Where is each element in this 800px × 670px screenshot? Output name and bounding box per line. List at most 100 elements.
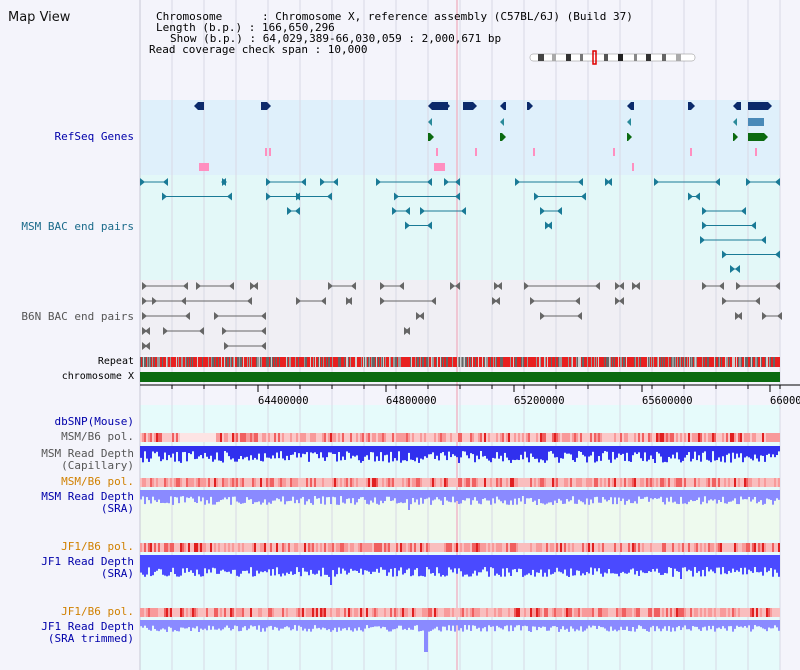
msm-pol2-heat [562, 478, 564, 487]
jf1-trimmed-depth-bar [374, 620, 376, 627]
bac-end [715, 178, 720, 186]
repeat-segment [584, 357, 585, 367]
label-dbsnp[interactable]: dbSNP(Mouse) [54, 415, 134, 428]
jf1-sra-depth-bar [460, 555, 462, 572]
jf1-trimmed-depth-bar [458, 620, 460, 631]
msm-pol2-heat [748, 478, 750, 487]
label-jf1-depth[interactable]: JF1 Read Depth [41, 555, 134, 568]
bac-end [163, 327, 168, 335]
repeat-segment [312, 357, 313, 367]
gene-feature [748, 102, 766, 110]
msm-pol-heat [510, 433, 512, 442]
msm-capillary-depth-bar [450, 446, 452, 458]
jf1-trimmed-depth-bar [174, 620, 176, 631]
msm-sra-depth-bar [374, 490, 376, 498]
repeat-segment [733, 357, 734, 367]
jf1-pol-heat [374, 543, 376, 552]
label-jf1-pol-2[interactable]: JF1/B6 pol. [61, 605, 134, 618]
msm-capillary-depth-bar [236, 446, 238, 462]
msm-pol-heat [584, 433, 586, 442]
msm-pol-heat [152, 433, 154, 442]
jf1-sra-depth-bar [152, 555, 154, 576]
gene-feature [261, 102, 271, 110]
msm-capillary-depth-bar [280, 446, 282, 452]
track-label-refseq[interactable]: RefSeq Genes [54, 130, 134, 143]
msm-pol-heat [286, 433, 288, 442]
repeat-segment [476, 357, 477, 367]
msm-pol2-heat [506, 478, 508, 487]
jf1-sra-depth-bar [298, 555, 300, 572]
msm-sra-depth-bar [764, 490, 766, 504]
msm-pol-heat [460, 433, 462, 442]
msm-pol2-heat [186, 478, 188, 487]
jf1-sra-depth-bar [586, 555, 588, 573]
repeat-segment [399, 357, 400, 367]
label-jf1-pol[interactable]: JF1/B6 pol. [61, 540, 134, 553]
jf1-trimmed-depth-bar [292, 620, 294, 630]
msm-capillary-depth-bar [224, 446, 226, 452]
track-label-b6n-bac[interactable]: B6N BAC end pairs [21, 310, 134, 323]
msm-capillary-depth-bar [482, 446, 484, 457]
jf1-pol-heat [656, 543, 658, 552]
msm-pol-heat [524, 433, 526, 442]
jf1-trimmed-depth-bar [322, 620, 324, 628]
msm-capillary-depth-bar [372, 446, 374, 453]
jf1-trimmed-depth-bar [324, 620, 326, 629]
jf1-pol2-heat [718, 608, 720, 617]
jf1-pol-heat [358, 543, 360, 552]
msm-pol-heat [620, 433, 622, 442]
jf1-sra-depth-bar [176, 555, 178, 577]
msm-pol2-heat [390, 478, 392, 487]
msm-capillary-depth-bar [620, 446, 622, 455]
jf1-trimmed-depth-bar [234, 620, 236, 626]
msm-capillary-depth-bar [284, 446, 286, 461]
jf1-trimmed-depth-bar [274, 620, 276, 627]
repeat-segment [498, 357, 499, 367]
msm-pol2-heat [468, 478, 470, 487]
msm-capillary-depth-bar [736, 446, 738, 454]
track-label-msm-bac[interactable]: MSM BAC end pairs [21, 220, 134, 233]
repeat-segment [773, 357, 774, 367]
msm-pol-heat [634, 433, 636, 442]
msm-capillary-depth-bar [420, 446, 422, 459]
jf1-pol2-heat [404, 608, 406, 617]
jf1-pol-heat [680, 543, 682, 552]
jf1-trimmed-depth-bar [726, 620, 728, 631]
msm-sra-depth-bar [348, 490, 350, 499]
msm-pol2-heat [316, 478, 318, 487]
gene-feature [428, 118, 432, 126]
msm-pol-heat [218, 433, 220, 442]
msm-capillary-depth-bar [176, 446, 178, 453]
bac-end [222, 327, 227, 335]
repeat-segment [159, 357, 160, 367]
repeat-segment [661, 357, 662, 367]
msm-pol-heat [472, 433, 474, 442]
msm-sra-depth-bar [318, 490, 320, 499]
msm-pol-heat [440, 433, 442, 442]
repeat-segment [497, 357, 498, 367]
jf1-pol-heat [310, 543, 312, 552]
repeat-segment [273, 357, 274, 367]
repeat-segment [509, 357, 510, 367]
jf1-trimmed-depth-bar [258, 620, 260, 626]
label-msm-pol[interactable]: MSM/B6 pol. [61, 430, 134, 443]
label-msm-pol-2[interactable]: MSM/B6 pol. [61, 475, 134, 488]
msm-pol-heat [388, 433, 390, 442]
jf1-pol2-heat [778, 608, 780, 617]
jf1-pol2-heat [180, 608, 182, 617]
msm-pol-heat [338, 433, 340, 442]
msm-capillary-depth-bar [478, 446, 480, 460]
label-msm-depth-capillary[interactable]: MSM Read Depth [41, 447, 134, 460]
jf1-trimmed-depth-bar [592, 620, 594, 626]
jf1-pol2-heat [414, 608, 416, 617]
label-msm-depth-sra[interactable]: MSM Read Depth [41, 490, 134, 503]
msm-pol-heat [176, 433, 178, 442]
msm-sra-depth-bar [562, 490, 564, 504]
repeat-segment [740, 357, 741, 367]
jf1-pol-heat [344, 543, 346, 552]
msm-capillary-depth-bar [408, 446, 410, 453]
label-jf1-trimmed[interactable]: JF1 Read Depth [41, 620, 134, 633]
jf1-pol2-heat [518, 608, 520, 617]
msm-capillary-depth-bar [442, 446, 444, 453]
